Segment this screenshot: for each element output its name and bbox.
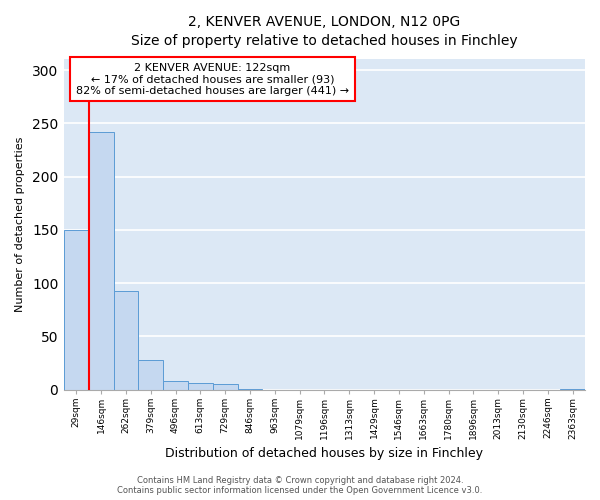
Bar <box>188 383 213 390</box>
Bar <box>89 132 113 390</box>
Bar <box>113 290 139 390</box>
Bar <box>560 388 585 390</box>
Bar <box>163 381 188 390</box>
Bar <box>213 384 238 390</box>
Title: 2, KENVER AVENUE, LONDON, N12 0PG
Size of property relative to detached houses i: 2, KENVER AVENUE, LONDON, N12 0PG Size o… <box>131 15 518 48</box>
Text: 2 KENVER AVENUE: 122sqm
← 17% of detached houses are smaller (93)
82% of semi-de: 2 KENVER AVENUE: 122sqm ← 17% of detache… <box>76 62 349 96</box>
X-axis label: Distribution of detached houses by size in Finchley: Distribution of detached houses by size … <box>166 447 484 460</box>
Bar <box>139 360 163 390</box>
Bar <box>64 230 89 390</box>
Text: Contains HM Land Registry data © Crown copyright and database right 2024.
Contai: Contains HM Land Registry data © Crown c… <box>118 476 482 495</box>
Bar <box>238 388 262 390</box>
Y-axis label: Number of detached properties: Number of detached properties <box>15 137 25 312</box>
